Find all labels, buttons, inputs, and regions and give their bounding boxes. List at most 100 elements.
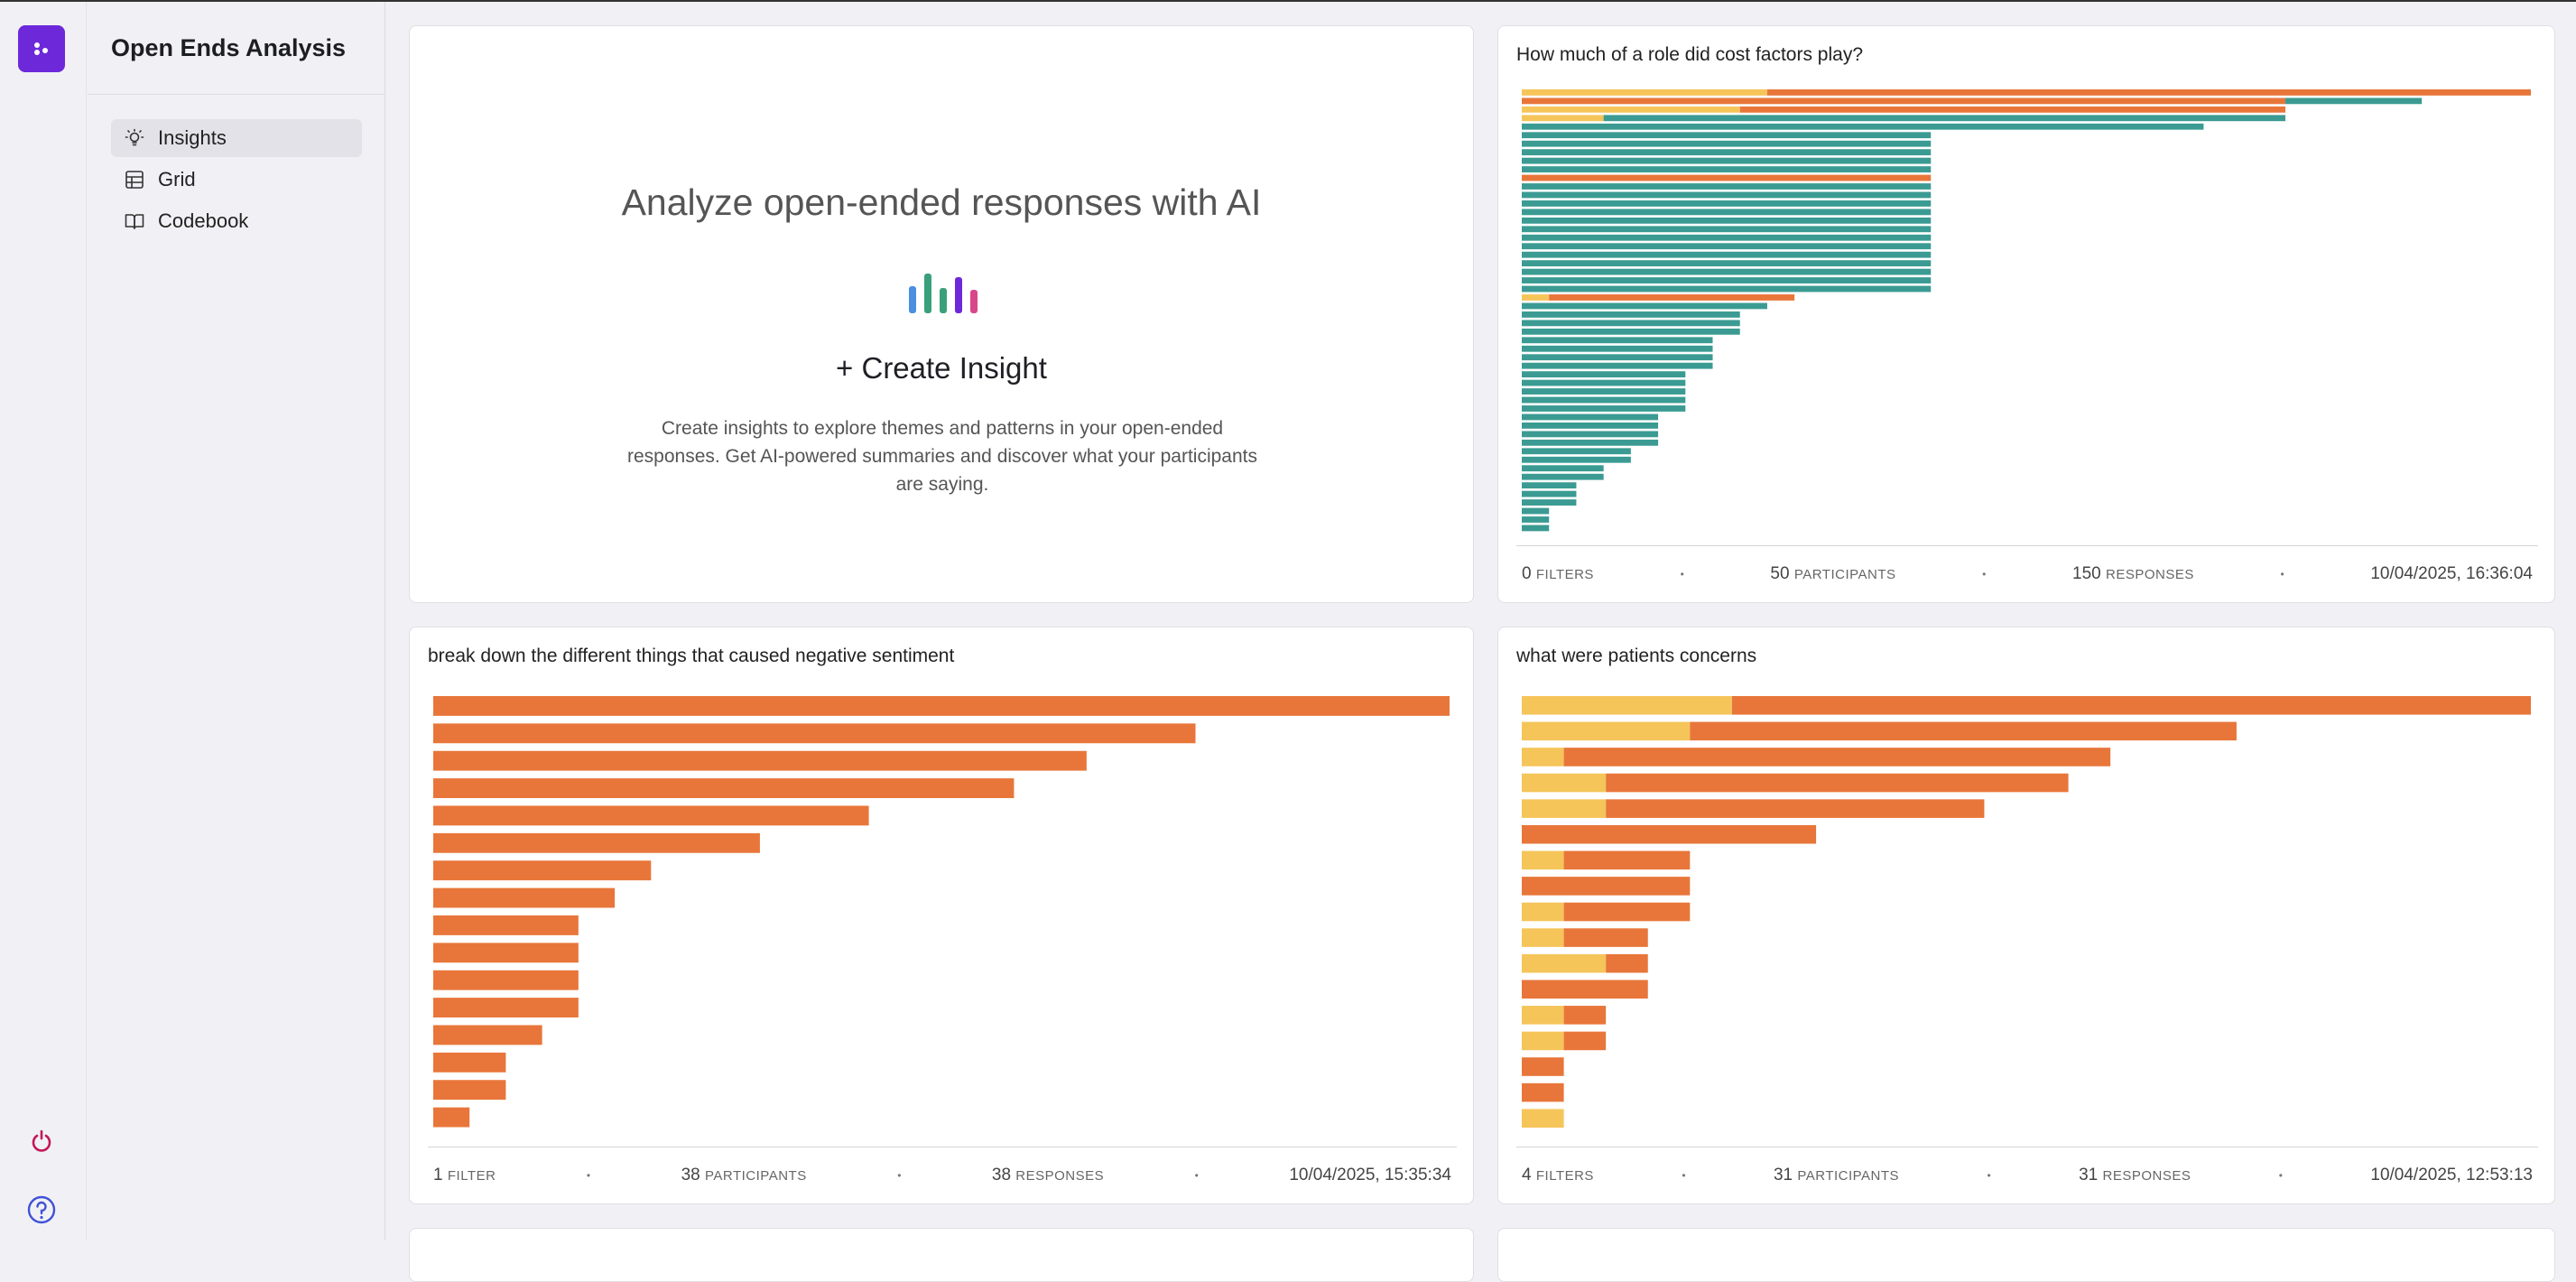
bar-segment-teal[interactable]	[1522, 456, 1631, 463]
bar-segment-orange[interactable]	[1522, 174, 1932, 181]
bar-segment-yellow[interactable]	[1522, 106, 1740, 113]
bar-segment-teal[interactable]	[1522, 277, 1932, 283]
bar-segment-teal[interactable]	[1522, 490, 1577, 497]
bar-segment-teal[interactable]	[1522, 302, 1767, 310]
bar-segment-orange[interactable]	[1563, 928, 1648, 947]
bar-segment-orange[interactable]	[1606, 799, 1985, 818]
bar-segment-teal[interactable]	[1522, 328, 1740, 335]
bar-segment-yellow[interactable]	[1522, 953, 1607, 973]
bar-segment-orange[interactable]	[1563, 902, 1691, 922]
bar-segment-yellow[interactable]	[1522, 1031, 1564, 1051]
bar-segment-orange[interactable]	[433, 915, 579, 935]
bar-segment-teal[interactable]	[1522, 268, 1932, 275]
help-icon[interactable]	[25, 1194, 58, 1226]
bar-segment-orange[interactable]	[1563, 850, 1691, 870]
bar-segment-teal[interactable]	[1522, 337, 1713, 344]
bar-segment-teal[interactable]	[1522, 413, 1659, 421]
bar-segment-orange[interactable]	[433, 1107, 470, 1128]
bar-segment-teal[interactable]	[1522, 354, 1713, 361]
bar-segment-teal[interactable]	[1522, 473, 1604, 480]
sidebar-item-insights[interactable]: Insights	[111, 119, 362, 157]
bar-segment-teal[interactable]	[1522, 431, 1659, 438]
bar-segment-orange[interactable]	[1563, 748, 2111, 766]
bar-segment-orange[interactable]	[433, 998, 579, 1017]
bar-segment-teal[interactable]	[1522, 482, 1577, 489]
bar-segment-teal[interactable]	[1522, 405, 1686, 412]
insight-card-negative-sentiment[interactable]: break down the different things that cau…	[409, 627, 1474, 1204]
bar-segment-teal[interactable]	[1522, 371, 1686, 378]
bar-segment-teal[interactable]	[1522, 140, 1932, 147]
bar-segment-yellow[interactable]	[1522, 1006, 1564, 1025]
bar-segment-orange[interactable]	[1522, 877, 1691, 896]
bar-segment-teal[interactable]	[1522, 311, 1740, 318]
bar-segment-yellow[interactable]	[1522, 721, 1691, 741]
bar-segment-orange[interactable]	[433, 832, 760, 853]
insight-card-patient-concerns[interactable]: what were patients concerns 4 filters • …	[1497, 627, 2555, 1204]
bar-segment-teal[interactable]	[1522, 362, 1713, 369]
bar-segment-orange[interactable]	[1690, 721, 2237, 741]
sidebar-item-grid[interactable]: Grid	[111, 161, 362, 199]
bar-segment-teal[interactable]	[1522, 166, 1932, 172]
bar-segment-yellow[interactable]	[1522, 696, 1732, 715]
bar-segment-orange[interactable]	[1522, 824, 1817, 844]
bar-segment-yellow[interactable]	[1522, 850, 1564, 870]
bar-segment-orange[interactable]	[1549, 294, 1795, 301]
bar-segment-yellow[interactable]	[1522, 115, 1604, 122]
bar-segment-teal[interactable]	[1522, 260, 1932, 267]
bar-segment-teal[interactable]	[1522, 226, 1932, 233]
bar-segment-orange[interactable]	[433, 696, 1450, 716]
bar-segment-teal[interactable]	[1522, 499, 1577, 506]
bar-segment-teal[interactable]	[1522, 217, 1932, 224]
bar-segment-teal[interactable]	[1522, 388, 1686, 395]
bar-segment-teal[interactable]	[1522, 123, 2204, 130]
bar-segment-orange[interactable]	[433, 723, 1196, 744]
bar-segment-teal[interactable]	[1522, 448, 1631, 455]
bar-segment-yellow[interactable]	[1522, 928, 1564, 947]
bar-segment-teal[interactable]	[2285, 98, 2423, 105]
bar-segment-orange[interactable]	[433, 1052, 506, 1073]
bar-segment-yellow[interactable]	[1522, 748, 1564, 766]
bar-segment-teal[interactable]	[1522, 149, 1932, 156]
create-insight-button[interactable]: + Create Insight	[836, 351, 1047, 385]
bar-segment-orange[interactable]	[1739, 106, 2286, 113]
bar-segment-yellow[interactable]	[1522, 799, 1607, 818]
bar-segment-teal[interactable]	[1522, 209, 1932, 216]
bar-segment-teal[interactable]	[1522, 243, 1932, 250]
bar-segment-yellow[interactable]	[1522, 89, 1767, 96]
bar-segment-orange[interactable]	[1563, 1031, 1607, 1051]
bar-segment-orange[interactable]	[433, 1080, 506, 1101]
bar-segment-yellow[interactable]	[1522, 902, 1564, 922]
insight-card-cost-factors[interactable]: How much of a role did cost factors play…	[1497, 25, 2555, 603]
sidebar-item-codebook[interactable]: Codebook	[111, 202, 362, 240]
insight-card-partial[interactable]	[409, 1228, 1474, 1282]
bar-segment-teal[interactable]	[1522, 396, 1686, 404]
bar-segment-orange[interactable]	[1731, 696, 2531, 715]
bar-segment-orange[interactable]	[1563, 1006, 1607, 1025]
bar-segment-orange[interactable]	[433, 887, 616, 908]
bar-segment-yellow[interactable]	[1522, 773, 1607, 793]
bar-segment-orange[interactable]	[433, 778, 1015, 798]
bar-segment-teal[interactable]	[1522, 423, 1659, 429]
bar-segment-orange[interactable]	[1606, 773, 2069, 793]
bar-segment-orange[interactable]	[1522, 1082, 1564, 1102]
app-logo[interactable]	[18, 25, 65, 72]
bar-segment-orange[interactable]	[433, 943, 579, 963]
bar-segment-teal[interactable]	[1522, 191, 1932, 199]
bar-segment-teal[interactable]	[1603, 115, 2286, 122]
bar-segment-teal[interactable]	[1522, 525, 1550, 532]
bar-segment-teal[interactable]	[1522, 132, 1932, 139]
bar-segment-teal[interactable]	[1522, 516, 1550, 523]
bar-segment-teal[interactable]	[1522, 234, 1932, 241]
bar-segment-teal[interactable]	[1522, 345, 1713, 352]
bar-segment-teal[interactable]	[1522, 157, 1932, 164]
bar-segment-orange[interactable]	[1766, 89, 2531, 96]
bar-segment-teal[interactable]	[1522, 439, 1659, 446]
bar-segment-teal[interactable]	[1522, 507, 1550, 515]
bar-segment-orange[interactable]	[433, 860, 652, 881]
bar-segment-teal[interactable]	[1522, 285, 1932, 293]
bar-segment-yellow[interactable]	[1522, 294, 1550, 301]
bar-segment-orange[interactable]	[433, 750, 1087, 771]
bar-segment-teal[interactable]	[1522, 320, 1740, 327]
bar-segment-orange[interactable]	[433, 805, 869, 826]
bar-segment-orange[interactable]	[1606, 953, 1648, 973]
